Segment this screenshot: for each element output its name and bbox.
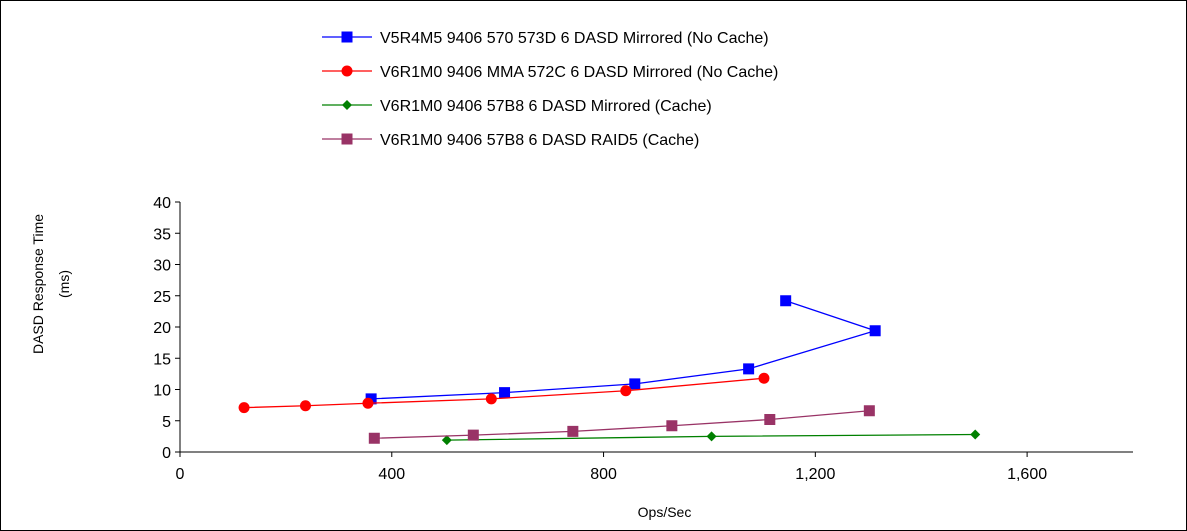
x-axis-title: Ops/Sec xyxy=(638,504,692,520)
data-point xyxy=(467,429,479,441)
x-ticks: 0 400 800 1,200 1,600 xyxy=(176,452,1047,483)
data-point xyxy=(441,435,452,446)
data-point xyxy=(764,414,776,425)
series-line xyxy=(374,410,870,439)
x-tick-label: 1,200 xyxy=(795,466,835,483)
data-point xyxy=(758,372,770,384)
data-point xyxy=(863,405,875,417)
data-point xyxy=(780,295,792,307)
y-tick-label: 10 xyxy=(153,383,171,400)
data-point xyxy=(970,429,981,440)
y-tick-label: 15 xyxy=(153,351,171,368)
x-tick-label: 400 xyxy=(378,466,405,483)
data-point xyxy=(666,420,678,432)
y-tick-label: 40 xyxy=(153,195,171,212)
data-point xyxy=(869,325,881,337)
y-tick-label: 20 xyxy=(153,320,171,337)
legend-item: V6R1M0 9406 57B8 6 DASD Mirrored (Cache) xyxy=(322,98,712,115)
data-point xyxy=(299,400,311,412)
legend-label: V6R1M0 9406 57B8 6 DASD Mirrored (Cache) xyxy=(380,98,712,115)
series-2 xyxy=(238,372,770,414)
y-tick-label: 35 xyxy=(153,226,171,243)
legend-marker xyxy=(341,31,353,43)
x-tick-label: 1,600 xyxy=(1007,466,1047,483)
legend-marker xyxy=(341,65,353,77)
series-line xyxy=(371,300,878,400)
legend-marker xyxy=(341,133,353,145)
y-axis-title-line-2: (ms) xyxy=(56,270,72,298)
legend-label: V6R1M0 9406 57B8 6 DASD RAID5 (Cache) xyxy=(380,132,699,149)
y-axis-title-line-1: DASD Response Time xyxy=(30,214,46,354)
data-point xyxy=(485,393,497,405)
legend-label: V6R1M0 9406 MMA 572C 6 DASD Mirrored (No… xyxy=(380,64,778,81)
data-point xyxy=(629,378,641,390)
x-tick-label: 800 xyxy=(590,466,617,483)
legend: V5R4M5 9406 570 573D 6 DASD Mirrored (No… xyxy=(322,30,778,149)
data-point xyxy=(238,402,250,414)
data-point xyxy=(706,431,717,442)
axes: 0 400 800 1,200 1,600 0 5 10 15 20 25 30 35 40 Ops/S… xyxy=(30,195,1133,520)
x-tick-label: 0 xyxy=(176,466,185,483)
series-line xyxy=(244,377,765,409)
data-point xyxy=(620,385,632,397)
y-tick-label: 30 xyxy=(153,258,171,275)
series-4 xyxy=(368,405,875,444)
data-point xyxy=(368,432,380,444)
legend-marker xyxy=(342,100,352,110)
legend-label: V5R4M5 9406 570 573D 6 DASD Mirrored (No… xyxy=(380,30,769,47)
y-ticks: 0 5 10 15 20 25 30 35 40 xyxy=(153,195,180,462)
data-point xyxy=(743,363,755,375)
legend-item: V6R1M0 9406 57B8 6 DASD RAID5 (Cache) xyxy=(322,132,699,149)
series-layer xyxy=(238,295,981,446)
series-3 xyxy=(441,429,981,446)
y-tick-label: 25 xyxy=(153,289,171,306)
data-point xyxy=(362,397,374,409)
data-point xyxy=(567,425,579,437)
legend-item: V5R4M5 9406 570 573D 6 DASD Mirrored (No… xyxy=(322,30,769,47)
legend-item: V6R1M0 9406 MMA 572C 6 DASD Mirrored (No… xyxy=(322,64,778,81)
data-point xyxy=(499,387,511,399)
y-tick-label: 5 xyxy=(162,414,171,431)
y-tick-label: 0 xyxy=(162,445,171,462)
